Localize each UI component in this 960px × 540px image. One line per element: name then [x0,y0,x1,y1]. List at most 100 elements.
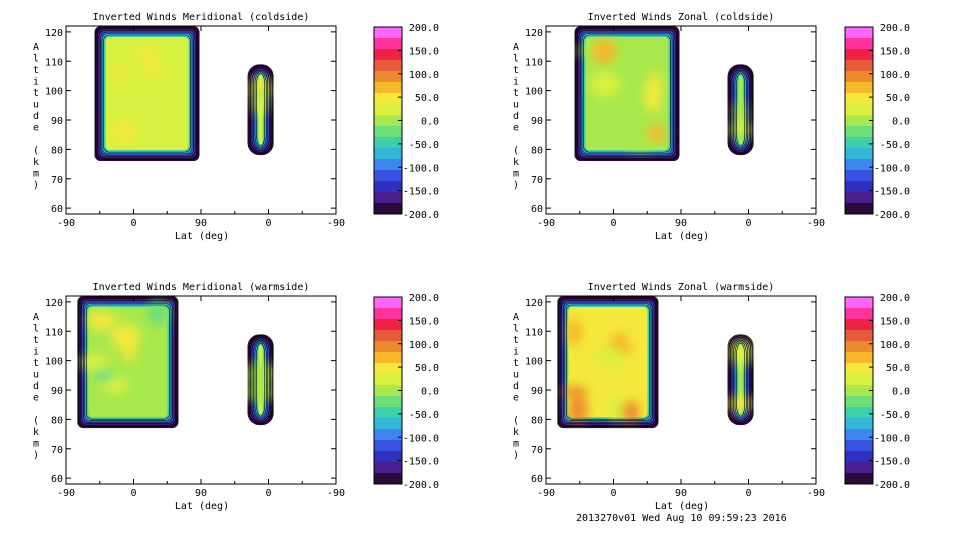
colorbar-swatch [374,82,402,94]
y-tick-label: 90 [531,386,543,397]
colorbar-swatch [845,352,873,364]
x-tick-label: -90 [807,488,825,499]
colorbar-swatch [845,137,873,149]
contour-line [578,30,676,157]
contour-blob [102,378,129,394]
data-region-left [574,26,680,162]
y-tick-label: 110 [45,57,63,68]
colorbar-swatch [374,159,402,171]
colorbar-label: 0.0 [892,387,910,398]
colorbar-4: 200.0 150.0 100.0 50.0 0.0 -50.0 -100.0 -150.0 -… [844,293,910,491]
colorbar-label: -150.0 [403,187,439,198]
data-region-right [247,334,274,426]
colorbar-swatch [845,159,873,171]
colorbar-label: -100.0 [403,163,439,174]
contour-line [564,303,652,421]
contour-line [736,72,746,147]
y-tick-label: 100 [525,87,543,98]
contour-line [731,338,750,422]
contour-blob [611,333,628,346]
x-tick-label: -90 [57,488,75,499]
colorbar-swatch [374,126,402,138]
chart-panel-1: Inverted Winds Meridional (coldside) -90 0… [33,12,345,242]
colorbar-label: 50.0 [415,93,439,104]
colorbar-swatch [845,60,873,72]
contour-line [103,34,191,153]
colorbar-label: 50.0 [886,93,910,104]
y-tick-label: 100 [45,357,63,368]
colorbar-label: -150.0 [874,457,910,468]
contour-fill [585,37,669,151]
colorbar-swatch [374,319,402,331]
y-tick-label: 110 [525,57,543,68]
colorbar-label: -200.0 [403,480,439,491]
data-region-right [727,64,754,156]
contour-blob [591,38,617,64]
y-tick-label: 70 [51,445,63,456]
colorbar-label: 200.0 [409,293,439,304]
x-axis-label: Lat (deg) [655,501,709,512]
contour-line [101,33,193,154]
x-tick-label: -90 [807,218,825,229]
colorbar-swatch [845,341,873,353]
colorbar-swatch [845,181,873,193]
colorbar-swatch [374,93,402,105]
colorbar-label: -100.0 [874,433,910,444]
contour-line [561,300,655,424]
colorbar-swatch [845,451,873,463]
contour-line [254,341,267,419]
contour-line [559,298,656,426]
colorbar-swatch [845,374,873,386]
colorbar-label: -100.0 [874,163,910,174]
y-tick-label: 60 [51,474,63,485]
x-tick-label: 90 [195,218,207,229]
contour-line [734,71,747,149]
colorbar-label: 150.0 [880,316,910,327]
colorbar-swatch [845,27,873,39]
contour-line [82,301,173,423]
x-axis-label: Lat (deg) [655,231,709,242]
x-tick-label: 0 [745,218,751,229]
contour-blob [147,300,170,326]
colorbar-swatch [845,473,873,485]
x-tick-label: -90 [537,218,555,229]
colorbar-swatch [845,407,873,419]
contour-line [728,65,753,155]
contour-line [577,28,677,159]
x-tick-label: 90 [675,488,687,499]
chart-panel-2: Inverted Winds Zonal (coldside) -90 0 90 0 -9… [513,12,825,242]
x-tick-label: 90 [675,218,687,229]
colorbar-label: 100.0 [409,340,439,351]
contour-blob [147,78,177,103]
colorbar-label: 100.0 [880,70,910,81]
colorbar-swatch [845,330,873,342]
colorbar-swatch [845,115,873,127]
colorbar-label: -150.0 [403,457,439,468]
y-tick-label: 100 [525,357,543,368]
x-tick-label: 0 [610,218,616,229]
y-tick-label: 70 [51,175,63,186]
data-region-left [77,296,179,429]
colorbar-swatch [374,440,402,452]
colorbar-swatch [374,297,402,309]
y-tick-label: 110 [525,327,543,338]
colorbar-swatch [374,451,402,463]
colorbar-swatch [845,104,873,116]
data-region-right [727,334,754,426]
x-tick-label: -90 [57,218,75,229]
chart-title: Inverted Winds Zonal (coldside) [588,12,775,23]
data-region-left [557,296,659,429]
colorbar-swatch [374,363,402,375]
colorbar-swatch [374,462,402,474]
contour-line [734,341,747,419]
y-tick-label: 80 [51,415,63,426]
y-tick-label: 80 [531,415,543,426]
contour-blob [626,134,654,152]
colorbar-label: 100.0 [409,70,439,81]
colorbar-2: 200.0 150.0 100.0 50.0 0.0 -50.0 -100.0 -150.0 -… [844,23,910,221]
contour-line [98,30,196,157]
contour-line [253,339,269,420]
contour-line [580,31,674,156]
contour-blob [632,66,649,93]
